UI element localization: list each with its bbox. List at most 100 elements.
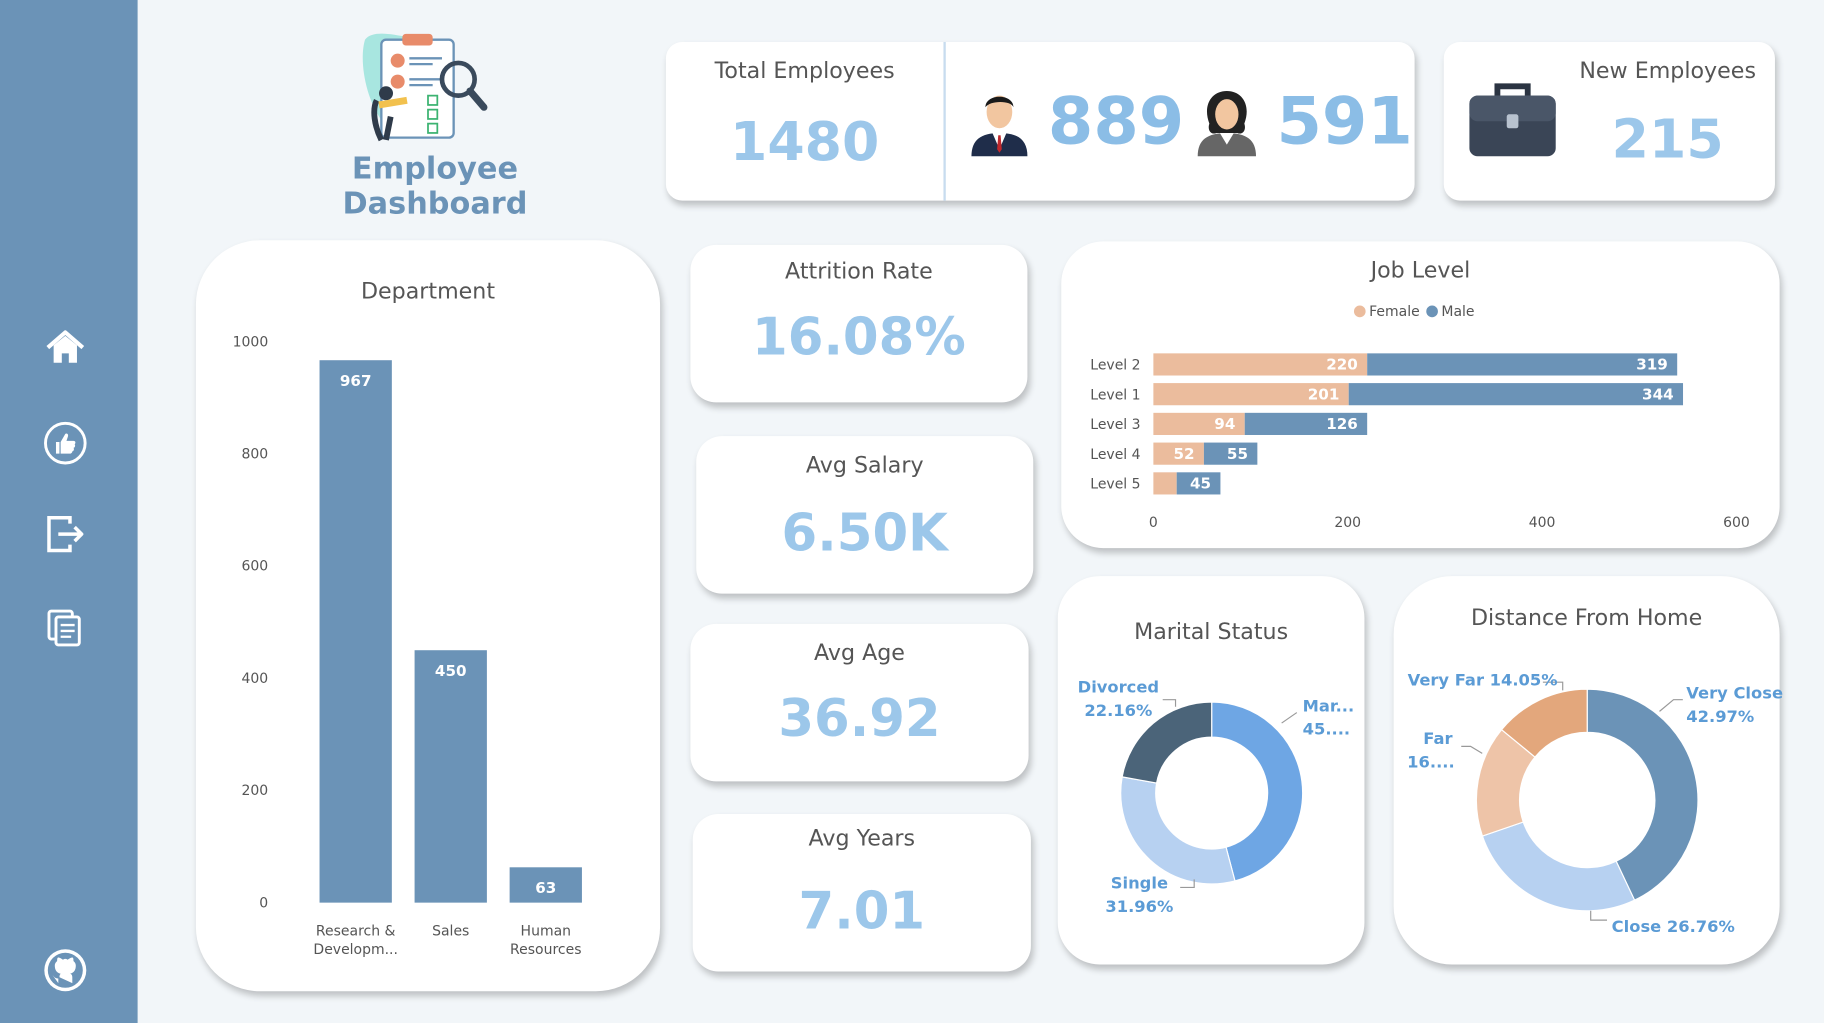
job-level-bar xyxy=(1153,472,1177,495)
bar-value-label: 63 xyxy=(535,879,556,897)
bar-value-label: 45 xyxy=(1190,475,1211,493)
job-level-bar xyxy=(1203,442,1258,465)
department-bar xyxy=(509,867,582,903)
distance-from-home-chart: Very Close 42.97% Close 26.76% Far 16.... Ver… xyxy=(1407,671,1783,936)
job-level-bar xyxy=(1244,412,1368,435)
attrition-rate-value: 16.08% xyxy=(752,307,966,368)
github-icon xyxy=(44,949,87,992)
slice-label: Very Close xyxy=(1686,684,1783,703)
bar-value-label: 55 xyxy=(1227,445,1248,463)
department-chart-title: Department xyxy=(360,278,496,305)
female-avatar-icon xyxy=(1197,90,1256,157)
distance-from-home-chart-title: Distance From Home xyxy=(1470,605,1703,631)
employee-count-card: Total Employees 1480 889 591 xyxy=(665,41,1415,201)
bar-value-label: 450 xyxy=(435,662,467,680)
briefcase-icon xyxy=(1469,83,1556,157)
job-level-bar xyxy=(1153,412,1245,435)
slice-label: Close 26.76% xyxy=(1612,917,1735,936)
bar-value-label: 201 xyxy=(1308,385,1340,403)
avg-salary-value: 6.50K xyxy=(781,503,948,564)
y-tick-label: Level 1 xyxy=(1090,387,1140,403)
donut-slice xyxy=(1120,776,1236,885)
y-tick-label: 600 xyxy=(242,559,269,575)
feedback-button[interactable] xyxy=(40,417,91,468)
job-level-bar xyxy=(1348,383,1684,406)
bar-value-label: 967 xyxy=(340,372,372,390)
legend-label: Male xyxy=(1441,304,1474,320)
avg-years-value: 7.01 xyxy=(798,881,926,942)
x-tick-label: Sales xyxy=(432,923,469,939)
card-divider xyxy=(943,41,946,201)
donut-slice xyxy=(1586,688,1699,901)
department-chart: 0 200 400 600 800 1000 967 Research & Developm..… xyxy=(233,334,582,958)
new-employees-value: 215 xyxy=(1611,107,1724,171)
github-button[interactable] xyxy=(40,945,91,996)
label-leader-line xyxy=(1659,699,1683,712)
job-level-chart-title: Job Level xyxy=(1370,257,1471,284)
slice-label: Far xyxy=(1423,729,1452,748)
dashboard-title: Employee Dashboard xyxy=(342,151,528,222)
job-level-chart-card: Job Level Female Male Level 2 220 319 Level 1… xyxy=(1061,241,1780,549)
job-level-bar xyxy=(1153,353,1368,376)
department-chart-card: Department 0 200 400 600 800 1000 967 Research … xyxy=(195,240,661,992)
bar-value-label: 319 xyxy=(1636,356,1668,374)
donut-slice xyxy=(1211,701,1304,882)
total-employees-value: 1480 xyxy=(730,109,880,173)
label-leader-line xyxy=(1281,712,1298,724)
x-tick-label: Human Resources xyxy=(510,923,581,958)
x-tick-label: 0 xyxy=(1149,515,1158,531)
legend-marker xyxy=(1353,305,1366,318)
logout-button[interactable] xyxy=(40,508,91,559)
avg-age-value: 36.92 xyxy=(778,689,941,749)
bar-value-label: 344 xyxy=(1642,385,1674,403)
y-tick-label: 800 xyxy=(242,447,269,463)
department-bar xyxy=(319,360,392,903)
bar-value-label: 52 xyxy=(1173,445,1194,463)
marital-status-chart-title: Marital Status xyxy=(1134,619,1289,645)
job-level-bar xyxy=(1153,442,1204,465)
y-tick-label: 400 xyxy=(242,671,269,687)
bar-value-label: 220 xyxy=(1326,356,1358,374)
attrition-rate-label: Attrition Rate xyxy=(785,258,933,285)
y-tick-label: Level 5 xyxy=(1090,477,1140,493)
home-button[interactable] xyxy=(40,322,91,373)
male-count-value: 889 xyxy=(1047,83,1185,160)
y-tick-label: 200 xyxy=(242,783,269,799)
new-employees-card: New Employees 215 xyxy=(1443,41,1775,201)
avg-salary-label: Avg Salary xyxy=(805,452,924,479)
label-leader-line xyxy=(1162,699,1177,707)
avg-salary-card: Avg Salary 6.50K xyxy=(696,436,1034,594)
marital-status-chart-card: Marital Status Mar... 45.... Single 31.96% D… xyxy=(1057,576,1365,965)
sidebar xyxy=(0,0,138,1023)
job-level-bar xyxy=(1367,353,1678,376)
exit-icon xyxy=(47,516,84,553)
attrition-rate-card: Attrition Rate 16.08% xyxy=(690,244,1028,403)
label-leader-line xyxy=(1542,681,1564,691)
slice-label: Divorced xyxy=(1078,678,1159,697)
label-leader-line xyxy=(1590,910,1608,921)
distance-from-home-chart-card: Distance From Home Very Close 42.97% Close… xyxy=(1393,576,1783,965)
avg-age-card: Avg Age 36.92 xyxy=(690,623,1029,782)
label-leader-line xyxy=(1180,879,1195,889)
avg-age-label: Avg Age xyxy=(814,640,905,666)
y-tick-label: 0 xyxy=(259,895,268,911)
job-level-chart: Female Male Level 2 220 319 Level 1 201 344 Leve… xyxy=(1090,304,1750,531)
x-tick-label: 400 xyxy=(1529,515,1556,531)
y-tick-label: 1000 xyxy=(233,334,269,350)
y-tick-label: Level 2 xyxy=(1090,358,1140,374)
avg-years-card: Avg Years 7.01 xyxy=(692,814,1031,972)
slice-label: Mar... xyxy=(1303,696,1355,715)
total-employees-label: Total Employees xyxy=(714,58,895,84)
department-bar xyxy=(414,650,487,903)
bar-value-label: 126 xyxy=(1326,415,1358,433)
slice-label: Very Far 14.05% xyxy=(1408,671,1558,690)
y-tick-label: Level 3 xyxy=(1090,417,1140,433)
marital-status-chart: Mar... 45.... Single 31.96% Divorced 22.16% xyxy=(1078,678,1355,916)
donut-slice xyxy=(1121,701,1213,784)
documents-icon xyxy=(47,609,81,647)
home-icon xyxy=(46,330,85,363)
slice-label: Single xyxy=(1111,874,1168,893)
y-tick-label: Level 4 xyxy=(1090,447,1140,463)
reports-button[interactable] xyxy=(40,602,91,653)
clipboard-illustration-icon xyxy=(362,33,488,142)
